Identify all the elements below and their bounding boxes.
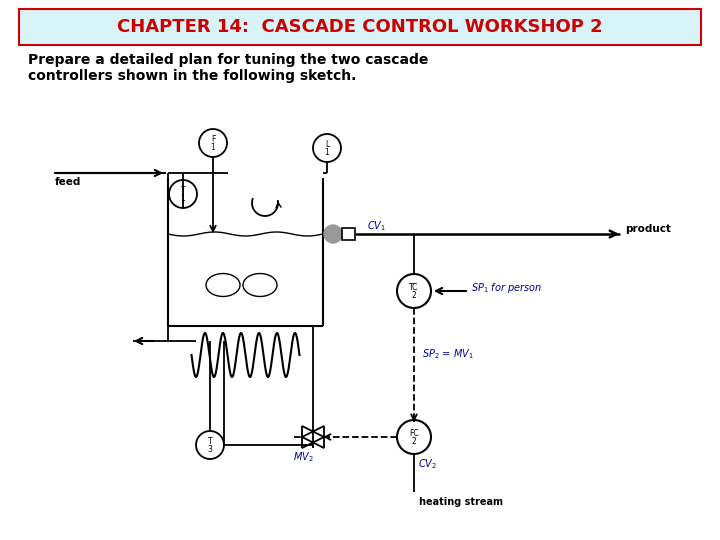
Text: CHAPTER 14:  CASCADE CONTROL WORKSHOP 2: CHAPTER 14: CASCADE CONTROL WORKSHOP 2	[117, 18, 603, 36]
Text: heating stream: heating stream	[419, 497, 503, 507]
Text: FC: FC	[409, 429, 419, 438]
Text: product: product	[625, 224, 671, 234]
Text: controllers shown in the following sketch.: controllers shown in the following sketc…	[28, 69, 356, 83]
Text: MV$_2$: MV$_2$	[292, 450, 313, 464]
Text: 1: 1	[325, 148, 329, 157]
Text: Prepare a detailed plan for tuning the two cascade: Prepare a detailed plan for tuning the t…	[28, 53, 428, 67]
Circle shape	[324, 225, 342, 243]
Text: L: L	[325, 140, 329, 149]
Text: SP$_1$ for person: SP$_1$ for person	[471, 281, 542, 295]
Text: 3: 3	[207, 445, 212, 454]
Text: 2: 2	[412, 291, 416, 300]
Text: feed: feed	[55, 177, 81, 187]
Text: 1: 1	[181, 194, 185, 203]
Text: 2: 2	[412, 437, 416, 446]
FancyBboxPatch shape	[19, 9, 701, 45]
Text: SP$_2$ = MV$_1$: SP$_2$ = MV$_1$	[422, 347, 474, 361]
Text: T: T	[181, 186, 185, 195]
Text: TC: TC	[409, 283, 419, 292]
FancyBboxPatch shape	[342, 228, 355, 240]
Text: 1: 1	[211, 143, 215, 152]
Text: CV$_1$: CV$_1$	[367, 219, 386, 233]
Text: CV$_2$: CV$_2$	[418, 457, 437, 471]
Text: T: T	[207, 437, 212, 446]
Text: F: F	[211, 135, 215, 144]
